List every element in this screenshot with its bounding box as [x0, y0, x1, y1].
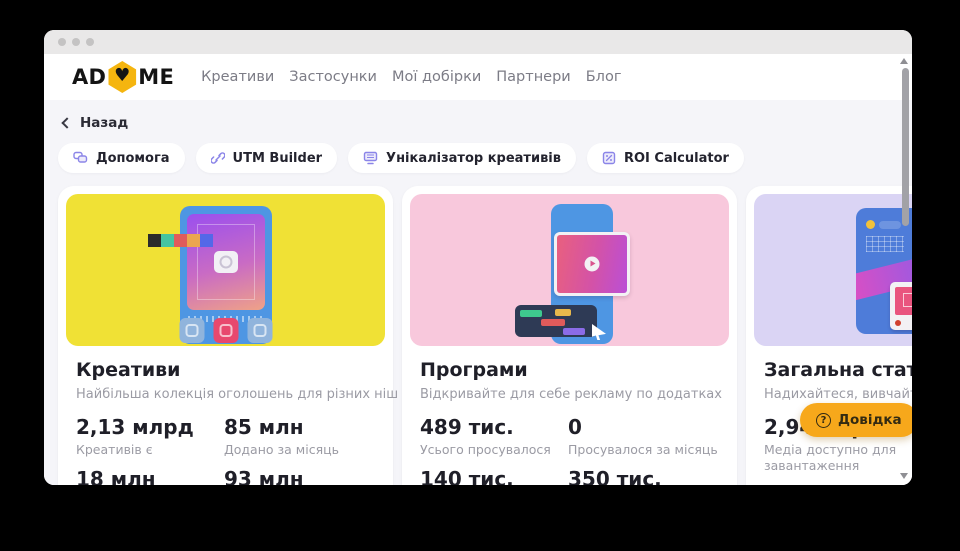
card-subtitle: Найбільша колекція оголошень для різних …: [76, 387, 479, 402]
chip-uniqalizer[interactable]: Унікалізатор креативів: [348, 143, 576, 173]
chip-label: ROI Calculator: [623, 150, 729, 166]
app-header: AD ♥ ME Креативи Застосунки Мої добірки …: [44, 54, 912, 100]
scrollbar-thumb[interactable]: [902, 68, 909, 226]
tool-chips: Допомога UTM Builder Унікалізатор креати…: [58, 143, 744, 173]
stat-promoted-month: 0 Просувалося за місяць: [568, 415, 718, 457]
card-title: Програми: [420, 359, 528, 381]
logo-text-pre: AD: [72, 65, 107, 89]
calculator-icon: [602, 151, 616, 165]
stat-row2-col1: 18 млн: [76, 467, 156, 485]
play-icon: [584, 256, 600, 272]
nav-apps[interactable]: Застосунки: [289, 69, 377, 85]
nav-collections[interactable]: Мої добірки: [391, 69, 482, 85]
browser-window: AD ♥ ME Креативи Застосунки Мої добірки …: [44, 30, 912, 485]
stat-total-promoted: 489 тис. Усього просувалося: [420, 415, 551, 457]
stat-row2-col2: 350 тис.: [568, 467, 662, 485]
card-programs[interactable]: Програми Відкривайте для себе рекламу по…: [402, 186, 737, 485]
adome-logo[interactable]: AD ♥ ME: [72, 61, 174, 93]
chat-icon: [73, 151, 88, 163]
back-button[interactable]: Назад: [61, 115, 129, 131]
programs-illustration: [410, 194, 729, 346]
chip-roi-calculator[interactable]: ROI Calculator: [586, 143, 744, 173]
phone-buttons-illustration: [179, 318, 272, 343]
timeline-illustration: [515, 305, 597, 337]
monitor-icon: [363, 151, 378, 165]
nav-blog[interactable]: Блог: [585, 69, 622, 85]
heart-icon: ♥: [114, 65, 131, 86]
photo-frame-illustration: [890, 282, 912, 330]
card-title: Загальна статистика: [764, 359, 912, 381]
color-palette-illustration: [147, 234, 213, 247]
stat-row2-col1: 140 тис.: [420, 467, 514, 485]
nav-creatives[interactable]: Креативи: [201, 69, 275, 85]
link-icon: [210, 152, 225, 164]
creatives-illustration: [66, 194, 385, 346]
chip-label: UTM Builder: [232, 150, 323, 166]
media-card-illustration: [856, 208, 912, 334]
main-nav: Креативи Застосунки Мої добірки Партнери…: [201, 69, 621, 85]
logo-text-post: ME: [138, 65, 175, 89]
feature-cards: Креативи Найбільша колекція оголошень дл…: [58, 186, 912, 485]
card-title: Креативи: [76, 359, 181, 381]
card-subtitle: Відкривайте для себе рекламу по додатках: [420, 387, 722, 402]
chip-label: Унікалізатор креативів: [386, 150, 561, 166]
window-dot-3[interactable]: [86, 38, 94, 46]
page-content: Назад Допомога UTM Builder: [44, 100, 912, 485]
question-circle-icon: ?: [816, 412, 831, 428]
stat-total-creatives: 2,13 млрд Креативів є: [76, 415, 194, 457]
scrollbar-down-arrow[interactable]: [900, 473, 908, 479]
card-stats: 489 тис. Усього просувалося 0 Просувалос…: [420, 414, 719, 485]
chip-utm-builder[interactable]: UTM Builder: [195, 143, 338, 173]
stats-illustration: [754, 194, 912, 346]
window-titlebar: [44, 30, 912, 54]
card-general-stats[interactable]: Загальна статистика Надихайтеся, вивчайт…: [746, 186, 912, 485]
help-button[interactable]: ? Довідка: [800, 403, 912, 437]
chip-help[interactable]: Допомога: [58, 143, 185, 173]
card-subtitle: Надихайтеся, вивчайте та аналізуйте: [764, 387, 912, 402]
back-label: Назад: [80, 115, 129, 131]
chip-label: Допомога: [96, 150, 170, 166]
scrollbar-up-arrow[interactable]: [900, 58, 908, 64]
card-creatives[interactable]: Креативи Найбільша колекція оголошень дл…: [58, 186, 479, 485]
logo-hexagon: ♥: [108, 61, 137, 93]
chevron-left-icon: [61, 117, 73, 129]
stat-added-month: 85 млн Додано за місяць: [224, 415, 339, 457]
card-stats: 2,13 млрд Креативів є 85 млн Додано за м…: [76, 414, 375, 485]
help-label: Довідка: [838, 412, 902, 428]
nav-partners[interactable]: Партнери: [496, 69, 571, 85]
stat-row2-col2: 93 млн: [224, 467, 304, 485]
camera-icon: [213, 251, 238, 273]
video-player-illustration: [554, 232, 630, 296]
window-dot-1[interactable]: [58, 38, 66, 46]
window-dot-2[interactable]: [72, 38, 80, 46]
